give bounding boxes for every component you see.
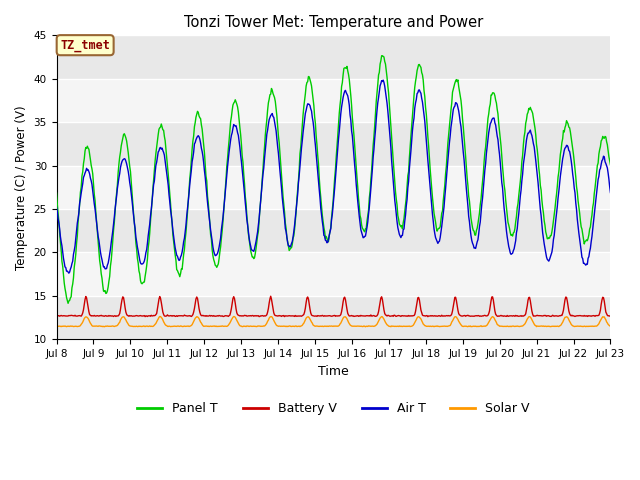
- X-axis label: Time: Time: [318, 365, 349, 378]
- Legend: Panel T, Battery V, Air T, Solar V: Panel T, Battery V, Air T, Solar V: [132, 397, 535, 420]
- Bar: [56, 122, 611, 166]
- Bar: [56, 252, 611, 296]
- Bar: [56, 296, 611, 339]
- Bar: [56, 79, 611, 122]
- Text: TZ_tmet: TZ_tmet: [60, 39, 110, 52]
- Title: Tonzi Tower Met: Temperature and Power: Tonzi Tower Met: Temperature and Power: [184, 15, 483, 30]
- Y-axis label: Temperature (C) / Power (V): Temperature (C) / Power (V): [15, 105, 28, 270]
- Bar: [56, 209, 611, 252]
- Bar: [56, 166, 611, 209]
- Bar: [56, 36, 611, 79]
